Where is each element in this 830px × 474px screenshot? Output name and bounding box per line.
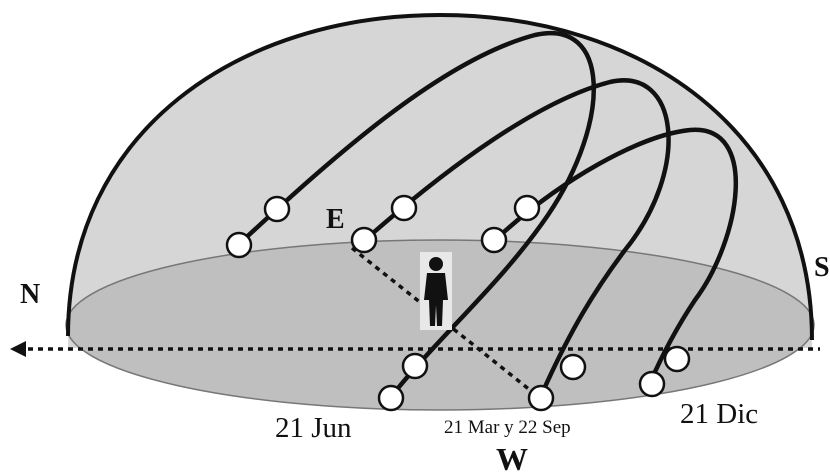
arrow-left-icon [10,341,26,357]
sun-markers [225,194,691,412]
label-december: 21 Dic [680,398,758,430]
label-west: W [496,441,528,474]
label-equinox: 21 Mar y 22 Sep [444,417,571,438]
dome-outline [66,12,814,341]
label-east: E [326,204,345,235]
sun-marker-icon [513,194,541,222]
sun-path-equinox [363,78,671,399]
sun-marker-icon [559,353,587,381]
sun-marker-icon [390,194,418,222]
sun-path-december [493,127,739,384]
label-north: N [20,279,40,310]
sun-marker-icon [663,345,691,373]
sun-marker-icon [377,384,405,412]
sun-marker-icon [638,370,666,398]
sun-path-june [236,30,596,400]
label-june: 21 Jun [275,412,352,444]
sun-marker-icon [350,226,378,254]
person-icon [420,252,452,330]
sun-marker-icon [263,195,291,223]
sun-marker-icon [401,352,429,380]
sun-marker-icon [527,384,555,412]
sun-marker-icon [225,231,253,259]
sun-marker-icon [480,226,508,254]
label-south: S [814,252,830,283]
